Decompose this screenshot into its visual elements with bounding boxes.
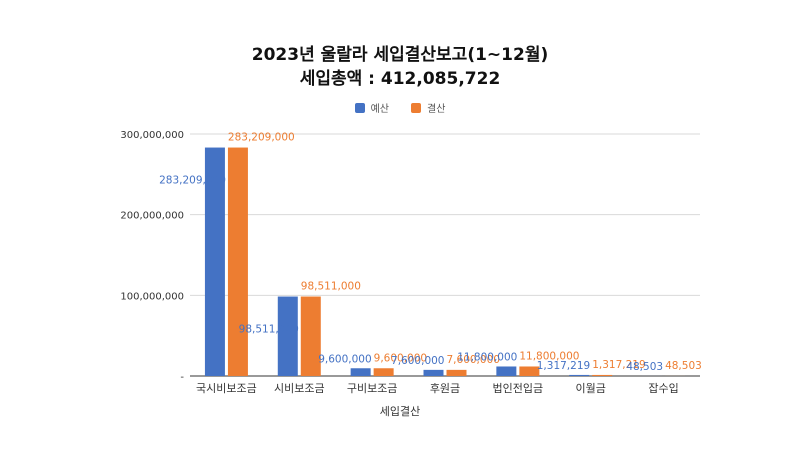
legend-swatch-budget <box>354 102 365 113</box>
x-tick-label: 이월금 <box>576 382 606 395</box>
bar-budget <box>569 374 590 376</box>
data-label-budget: 48,503 <box>626 361 663 373</box>
bar-budget <box>496 366 517 376</box>
bar-budget <box>423 369 444 376</box>
chart-subtitle: 세입총액 : 412,085,722 <box>299 69 501 89</box>
data-label-settlement: 98,511,000 <box>301 281 361 293</box>
bar-budget <box>204 147 225 376</box>
data-label-settlement: 283,209,000 <box>228 132 295 144</box>
bar-budget <box>277 296 298 376</box>
data-label-budget: 9,600,000 <box>318 353 371 365</box>
y-tick-label: 100,000,000 <box>120 291 184 302</box>
data-label-settlement: 48,503 <box>665 360 702 372</box>
x-tick-label: 후원금 <box>430 382 460 395</box>
legend-item-budget: 예산 <box>354 100 389 115</box>
data-label-budget: 283,209,000 <box>159 175 226 187</box>
bar-budget <box>350 368 371 376</box>
x-tick-label: 잡수입 <box>648 382 678 395</box>
data-label-settlement: 9,600,000 <box>374 352 427 364</box>
legend-label-settlement: 결산 <box>427 104 446 115</box>
bar-settlement <box>592 374 613 376</box>
bar-settlement <box>519 366 540 376</box>
x-tick-label: 시비보조금 <box>274 382 325 395</box>
x-tick-label: 국시비보조금 <box>196 382 257 395</box>
x-tick-label: 구비보조금 <box>347 382 398 395</box>
bar-settlement <box>373 368 394 376</box>
legend-swatch-settlement <box>411 102 421 113</box>
bar-settlement <box>227 147 248 376</box>
data-label-settlement: 11,800,000 <box>519 350 579 362</box>
bar-settlement <box>446 369 467 376</box>
y-tick-label: 300,000,000 <box>120 130 184 141</box>
data-label-budget: 11,800,000 <box>457 351 517 363</box>
data-label-budget: 7,600,000 <box>391 355 444 367</box>
x-axis-title: 세입결산 <box>379 405 421 418</box>
chart-title: 2023년 울랄라 세입결산보고(1~12월) <box>251 45 549 65</box>
bar-settlement <box>300 296 321 376</box>
x-tick-label: 법인전입금 <box>493 382 544 395</box>
legend: 예산 결산 <box>0 100 800 115</box>
data-label-budget: 1,317,219 <box>537 360 590 372</box>
legend-label-budget: 예산 <box>370 104 389 115</box>
legend-item-settlement: 결산 <box>411 100 445 115</box>
y-tick-label: 200,000,000 <box>120 211 184 222</box>
y-tick-label: - <box>180 372 184 383</box>
data-label-settlement: 7,600,000 <box>447 354 500 366</box>
data-label-budget: 98,511,000 <box>239 324 299 336</box>
data-label-settlement: 1,317,219 <box>592 359 645 371</box>
